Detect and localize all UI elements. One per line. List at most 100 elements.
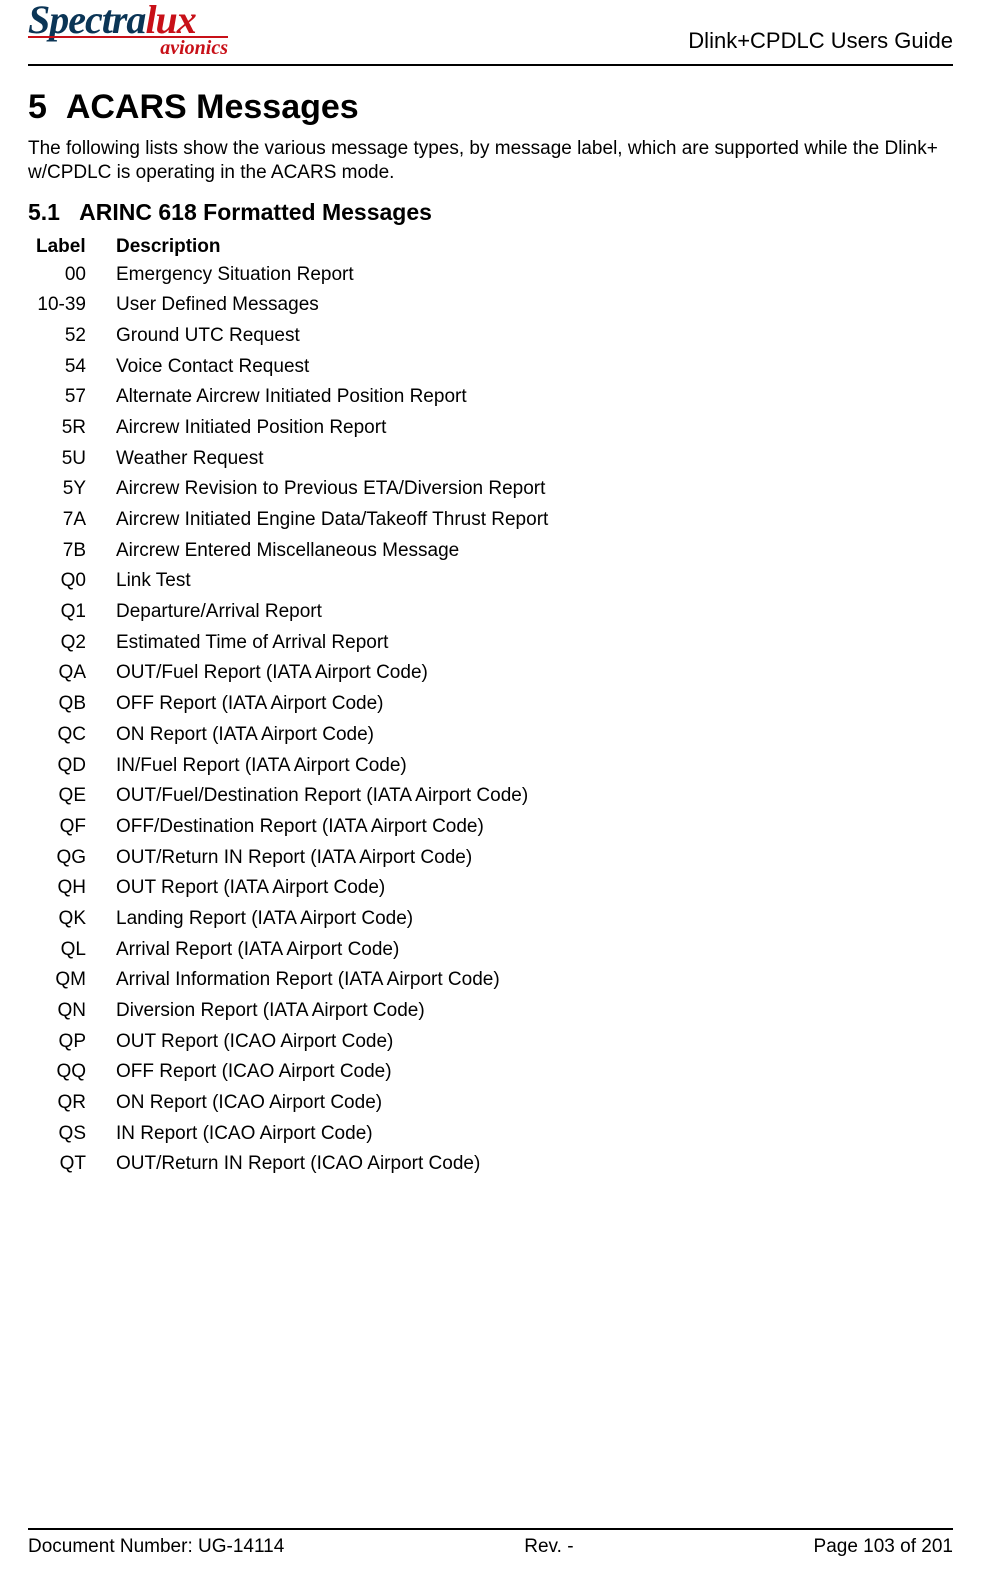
row-label: 57 — [34, 386, 116, 408]
row-label: QK — [34, 908, 116, 930]
table-row: QKLanding Report (IATA Airport Code) — [34, 908, 953, 930]
row-description: Arrival Report (IATA Airport Code) — [116, 939, 953, 961]
row-description: OUT/Fuel/Destination Report (IATA Airpor… — [116, 785, 953, 807]
row-description: OFF Report (ICAO Airport Code) — [116, 1061, 953, 1083]
footer-revision: Rev. - — [524, 1536, 573, 1558]
document-title: Dlink+CPDLC Users Guide — [688, 28, 953, 58]
table-row: Q1Departure/Arrival Report — [34, 601, 953, 623]
section-heading: 5 ACARS Messages — [28, 88, 953, 127]
footer-docnum: Document Number: UG-14114 — [28, 1536, 284, 1558]
row-description: OUT/Fuel Report (IATA Airport Code) — [116, 662, 953, 684]
row-label: QH — [34, 877, 116, 899]
table-row: 52Ground UTC Request — [34, 325, 953, 347]
table-row: QSIN Report (ICAO Airport Code) — [34, 1123, 953, 1145]
table-header-desc: Description — [116, 236, 953, 258]
section-number: 5 — [28, 88, 47, 126]
table-row: QPOUT Report (ICAO Airport Code) — [34, 1031, 953, 1053]
row-label: 10-39 — [34, 294, 116, 316]
logo-subtext: avionics — [28, 36, 228, 58]
row-description: Alternate Aircrew Initiated Position Rep… — [116, 386, 953, 408]
docnum-value: UG-14114 — [198, 1536, 284, 1557]
table-row: 5UWeather Request — [34, 448, 953, 470]
row-label: QS — [34, 1123, 116, 1145]
table-row: 57Alternate Aircrew Initiated Position R… — [34, 386, 953, 408]
table-row: QRON Report (ICAO Airport Code) — [34, 1092, 953, 1114]
row-description: OUT/Return IN Report (ICAO Airport Code) — [116, 1153, 953, 1175]
table-row: Q0Link Test — [34, 570, 953, 592]
row-label: 5Y — [34, 478, 116, 500]
subsection-number: 5.1 — [28, 199, 60, 225]
page-footer: Document Number: UG-14114 Rev. - Page 10… — [28, 1528, 953, 1558]
row-label: QM — [34, 969, 116, 991]
table-row: QFOFF/Destination Report (IATA Airport C… — [34, 816, 953, 838]
row-label: QG — [34, 847, 116, 869]
table-row: 5RAircrew Initiated Position Report — [34, 417, 953, 439]
row-description: OUT Report (IATA Airport Code) — [116, 877, 953, 899]
table-row: Q2Estimated Time of Arrival Report — [34, 632, 953, 654]
row-description: Aircrew Initiated Engine Data/Takeoff Th… — [116, 509, 953, 531]
table-row: QGOUT/Return IN Report (IATA Airport Cod… — [34, 847, 953, 869]
table-row: QHOUT Report (IATA Airport Code) — [34, 877, 953, 899]
table-row: 5YAircrew Revision to Previous ETA/Diver… — [34, 478, 953, 500]
row-label: 00 — [34, 264, 116, 286]
row-description: OFF/Destination Report (IATA Airport Cod… — [116, 816, 953, 838]
table-row: QMArrival Information Report (IATA Airpo… — [34, 969, 953, 991]
table-row: QNDiversion Report (IATA Airport Code) — [34, 1000, 953, 1022]
row-description: Aircrew Initiated Position Report — [116, 417, 953, 439]
row-description: Aircrew Revision to Previous ETA/Diversi… — [116, 478, 953, 500]
table-header-label: Label — [34, 236, 116, 258]
row-description: OFF Report (IATA Airport Code) — [116, 693, 953, 715]
table-row: QAOUT/Fuel Report (IATA Airport Code) — [34, 662, 953, 684]
row-label: QB — [34, 693, 116, 715]
messages-table: Label Description 00Emergency Situation … — [34, 236, 953, 1176]
row-label: 7A — [34, 509, 116, 531]
row-description: User Defined Messages — [116, 294, 953, 316]
section-intro: The following lists show the various mes… — [28, 137, 953, 185]
row-label: Q2 — [34, 632, 116, 654]
table-row: 54Voice Contact Request — [34, 356, 953, 378]
row-label: QD — [34, 755, 116, 777]
subsection-heading: 5.1 ARINC 618 Formatted Messages — [28, 199, 953, 226]
row-label: QL — [34, 939, 116, 961]
table-row: QCON Report (IATA Airport Code) — [34, 724, 953, 746]
table-body: 00Emergency Situation Report10-39User De… — [34, 264, 953, 1176]
logo-main-text: Spectralux — [28, 0, 228, 40]
section-title-text: ACARS Messages — [66, 88, 359, 126]
page-content: 5 ACARS Messages The following lists sho… — [28, 66, 953, 1175]
row-label: QE — [34, 785, 116, 807]
row-description: IN Report (ICAO Airport Code) — [116, 1123, 953, 1145]
row-label: QR — [34, 1092, 116, 1114]
row-label: QT — [34, 1153, 116, 1175]
row-description: ON Report (ICAO Airport Code) — [116, 1092, 953, 1114]
row-description: Diversion Report (IATA Airport Code) — [116, 1000, 953, 1022]
row-description: Weather Request — [116, 448, 953, 470]
row-description: OUT Report (ICAO Airport Code) — [116, 1031, 953, 1053]
page-header: Spectralux avionics Dlink+CPDLC Users Gu… — [28, 0, 953, 66]
row-description: Landing Report (IATA Airport Code) — [116, 908, 953, 930]
row-description: Aircrew Entered Miscellaneous Message — [116, 540, 953, 562]
row-description: Link Test — [116, 570, 953, 592]
row-description: Ground UTC Request — [116, 325, 953, 347]
table-header-row: Label Description — [34, 236, 953, 258]
row-description: Arrival Information Report (IATA Airport… — [116, 969, 953, 991]
row-label: 7B — [34, 540, 116, 562]
row-description: ON Report (IATA Airport Code) — [116, 724, 953, 746]
row-label: 5R — [34, 417, 116, 439]
row-label: QA — [34, 662, 116, 684]
row-label: QN — [34, 1000, 116, 1022]
row-description: Emergency Situation Report — [116, 264, 953, 286]
row-label: Q0 — [34, 570, 116, 592]
row-label: QP — [34, 1031, 116, 1053]
row-label: QF — [34, 816, 116, 838]
brand-logo: Spectralux avionics — [28, 0, 228, 58]
footer-page: Page 103 of 201 — [814, 1536, 953, 1558]
table-row: 7AAircrew Initiated Engine Data/Takeoff … — [34, 509, 953, 531]
row-label: 52 — [34, 325, 116, 347]
row-description: OUT/Return IN Report (IATA Airport Code) — [116, 847, 953, 869]
row-description: Voice Contact Request — [116, 356, 953, 378]
row-label: QQ — [34, 1061, 116, 1083]
table-row: 7BAircrew Entered Miscellaneous Message — [34, 540, 953, 562]
table-row: QEOUT/Fuel/Destination Report (IATA Airp… — [34, 785, 953, 807]
table-row: QDIN/Fuel Report (IATA Airport Code) — [34, 755, 953, 777]
document-page: Spectralux avionics Dlink+CPDLC Users Gu… — [0, 0, 981, 1580]
